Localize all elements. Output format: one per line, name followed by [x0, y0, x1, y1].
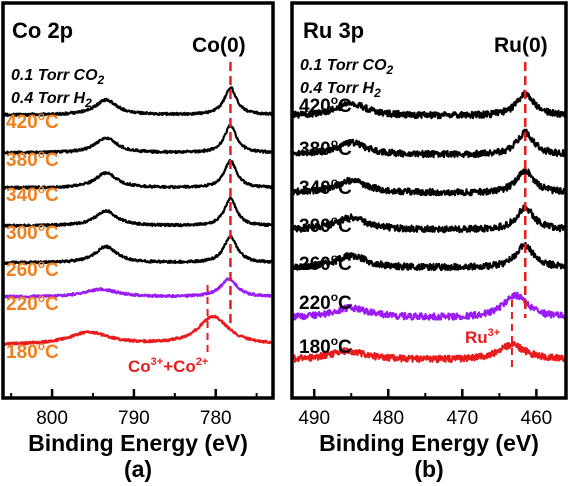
series-line-420 [292, 89, 566, 120]
panel-label: (a) [124, 456, 152, 482]
series-line-220 [3, 277, 273, 299]
x-tick-label: 800 [36, 408, 68, 429]
x-tick-label: 460 [521, 408, 553, 429]
series-line-300 [292, 204, 566, 234]
series-line-380 [3, 124, 273, 155]
temp-label-260: 260oC [6, 257, 59, 281]
temp-label-220: 220oC [6, 291, 59, 315]
series-line-220 [292, 291, 566, 321]
series-line-180 [292, 341, 566, 364]
temp-label-340: 340oC [299, 175, 352, 199]
temp-label-380: 380oC [299, 136, 352, 160]
series-line-260 [3, 235, 273, 265]
plot-frame [1, 1, 275, 400]
temp-label-180: 180oC [6, 339, 59, 363]
gas-condition-subscript: 2 [386, 63, 394, 77]
gas-condition-text: 0.4 Torr H [11, 90, 86, 107]
series-line-380 [292, 128, 566, 159]
x-tick-label: 790 [118, 408, 150, 429]
x-axis-label: Binding Energy (eV) [28, 430, 248, 456]
series-line-180 [3, 314, 273, 346]
temp-label-420: 420oC [299, 93, 352, 117]
x-tick-label: 480 [372, 408, 404, 429]
temp-label-340: 340oC [6, 182, 59, 206]
secondary-label: Ru3+ [465, 327, 500, 347]
gas-condition: 0.4 Torr H2 [300, 80, 381, 100]
gas-condition: 0.1 Torr CO2 [11, 67, 105, 87]
series-line-420 [3, 86, 273, 117]
temp-label-260: 260oC [299, 251, 352, 275]
temp-label-180: 180oC [299, 334, 352, 358]
secondary-label: Co3++Co2+ [128, 356, 208, 376]
series-line-260 [292, 241, 566, 272]
gas-condition: 0.1 Torr CO2 [300, 57, 394, 77]
plot-frame [290, 1, 568, 400]
x-tick-label: 470 [446, 408, 478, 429]
panel-label: (b) [414, 456, 443, 482]
reference-label: Co(0) [192, 34, 246, 57]
panel-title: Co 2p [12, 18, 73, 43]
series-line-340 [292, 166, 566, 197]
x-axis-label: Binding Energy (eV) [319, 430, 539, 456]
reference-label: Ru(0) [494, 34, 548, 57]
gas-condition: 0.4 Torr H2 [11, 90, 92, 110]
gas-condition-text: 0.4 Torr H [300, 80, 375, 97]
gas-condition-text: 0.1 Torr CO [300, 57, 387, 74]
x-tick-label: 490 [298, 408, 330, 429]
temp-label-300: 300oC [6, 220, 59, 244]
temp-label-380: 380oC [6, 147, 59, 171]
series-line-300 [3, 196, 273, 228]
temp-label-420: 420oC [6, 109, 59, 133]
x-tick-label: 780 [200, 408, 232, 429]
temp-label-300: 300oC [299, 213, 352, 237]
gas-condition-text: 0.1 Torr CO [11, 67, 98, 84]
temp-label-220: 220oC [299, 290, 352, 314]
gas-condition-subscript: 2 [84, 96, 92, 110]
gas-condition-subscript: 2 [373, 86, 381, 100]
gas-condition-subscript: 2 [97, 73, 105, 87]
panel-title: Ru 3p [303, 18, 364, 43]
series-line-340 [3, 159, 273, 190]
